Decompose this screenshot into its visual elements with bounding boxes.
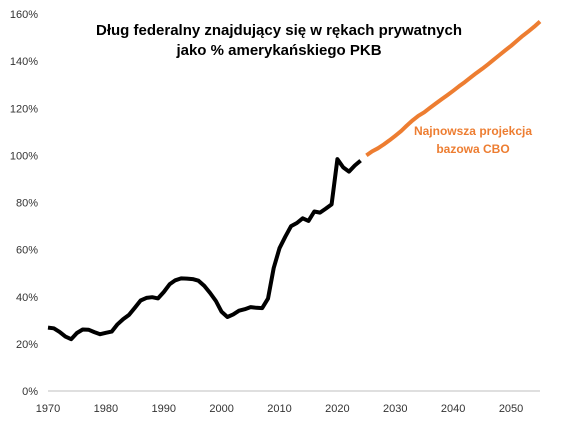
historical-debt-line [47,157,362,342]
y-tick-label: 160% [10,9,38,21]
x-tick-label: 2010 [267,403,291,415]
chart-title-line-2: jako % amerykańskiego PKB [175,42,381,59]
y-tick-label: 60% [16,245,38,257]
x-tick-label: 2040 [441,403,465,415]
chart-title-line-1: Dług federalny znajdujący się w rękach p… [96,22,462,39]
y-tick-label: 40% [16,292,38,304]
y-tick-label: 20% [16,339,38,351]
y-tick-label: 120% [10,103,38,115]
y-tick-label: 80% [16,198,38,210]
y-tick-label: 100% [10,150,38,162]
x-tick-label: 1980 [94,403,118,415]
x-tick-label: 2020 [325,403,349,415]
cbo-projection-line [365,20,542,158]
y-tick-label: 140% [10,56,38,68]
x-tick-labels: 1970 1980 1990 2000 2010 2020 2030 2040 2050 [36,403,524,415]
series-lines [47,20,542,342]
projection-annotation-line-2: bazowa CBO [436,142,509,156]
projection-annotation-line-1: Najnowsza projekcja [414,124,532,138]
y-tick-labels: 0% 20% 40% 60% 80% 100% 120% 140% 160% [10,9,38,398]
x-tick-label: 1970 [36,403,60,415]
x-tick-label: 2000 [209,403,233,415]
x-tick-label: 1990 [152,403,176,415]
y-tick-label: 0% [22,386,38,398]
x-tick-label: 2030 [383,403,407,415]
x-tick-label: 2050 [499,403,523,415]
